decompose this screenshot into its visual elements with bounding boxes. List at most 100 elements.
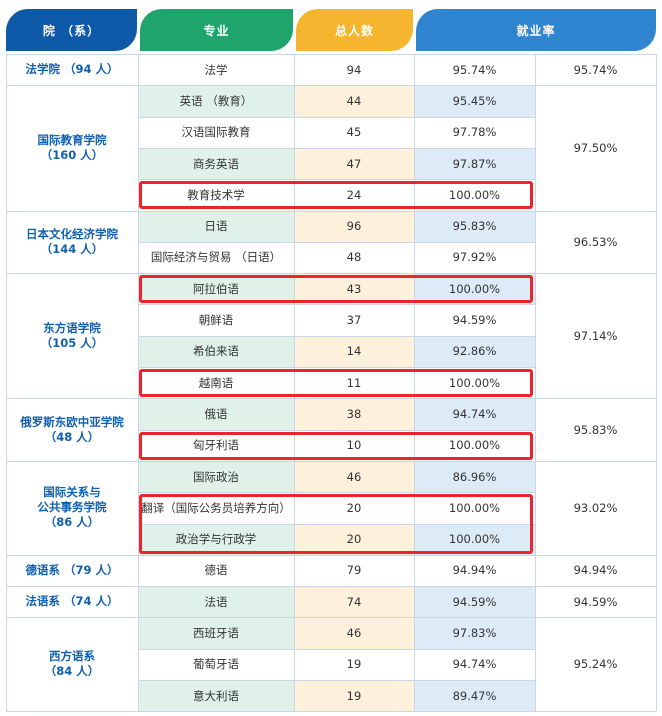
employment-rate: 100.00% <box>414 367 535 399</box>
total-count: 45 <box>294 116 414 148</box>
major-name: 俄语 <box>138 398 294 430</box>
column-divider <box>656 54 657 712</box>
total-count: 46 <box>294 617 414 649</box>
total-count: 38 <box>294 398 414 430</box>
major-name: 国际政治 <box>138 460 294 493</box>
total-count: 46 <box>294 460 414 493</box>
highlight-box <box>139 369 533 398</box>
highlight-box <box>139 181 533 210</box>
header-dept: 院 （系） <box>6 9 137 51</box>
employment-rate: 94.74% <box>414 398 535 430</box>
employment-rate: 100.00% <box>414 273 535 305</box>
dept-name: 日本文化经济学院 （144 人） <box>26 226 118 256</box>
total-count: 48 <box>294 241 414 274</box>
column-divider <box>138 54 139 712</box>
row-divider <box>138 304 535 306</box>
column-divider <box>6 54 7 712</box>
column-divider <box>294 54 295 712</box>
row-divider <box>138 648 535 650</box>
row-divider <box>138 147 535 149</box>
total-count: 20 <box>294 492 414 524</box>
employment-rate: 86.96% <box>414 460 535 493</box>
employment-rate: 100.00% <box>414 179 535 211</box>
employment-rate: 100.00% <box>414 492 535 524</box>
dept-name: 法语系 （74 人） <box>25 594 119 609</box>
total-count: 94 <box>294 54 414 86</box>
header-major: 专业 <box>140 9 293 51</box>
major-name: 匈牙利语 <box>138 429 294 461</box>
total-count: 96 <box>294 210 414 242</box>
major-name: 西班牙语 <box>138 617 294 649</box>
total-count: 20 <box>294 523 414 555</box>
employment-rate: 94.94% <box>414 554 535 587</box>
major-name: 越南语 <box>138 367 294 399</box>
group-divider <box>6 586 656 588</box>
column-divider <box>414 54 415 712</box>
employment-rate: 92.86% <box>414 335 535 367</box>
employment-rate: 94.59% <box>414 586 535 618</box>
table-bottom-line <box>6 711 656 713</box>
highlight-box <box>139 431 533 460</box>
major-name: 国际经济与贸易 （日语） <box>138 241 294 274</box>
dept-name: 俄罗斯东欧中亚学院 （48 人） <box>20 414 124 444</box>
employment-rate: 97.78% <box>414 116 535 148</box>
highlight-box <box>139 275 533 304</box>
dept-name: 国际教育学院 （160 人） <box>37 132 107 162</box>
highlight-box <box>139 494 533 554</box>
employment-rate: 89.47% <box>414 680 535 712</box>
major-name: 英语 （教育） <box>138 85 294 117</box>
header-total: 总人数 <box>296 9 413 51</box>
total-count: 11 <box>294 367 414 399</box>
row-divider <box>138 367 535 368</box>
group-divider <box>6 273 656 275</box>
overall-rate: 95.24% <box>573 657 618 672</box>
total-count: 44 <box>294 85 414 117</box>
group-divider <box>6 460 656 462</box>
total-count: 47 <box>294 147 414 180</box>
dept-name: 国际关系与 公共事务学院 （86 人） <box>37 485 107 530</box>
dept-name: 德语系 （79 人） <box>25 562 119 577</box>
row-divider <box>138 335 535 337</box>
total-count: 43 <box>294 273 414 305</box>
group-divider <box>6 617 656 619</box>
row-divider <box>138 429 535 431</box>
overall-rate: 97.14% <box>573 328 618 343</box>
overall-rate: 94.94% <box>573 563 618 578</box>
dept-name: 西方语系 （84 人） <box>44 649 100 679</box>
employment-rate: 97.92% <box>414 241 535 274</box>
employment-rate: 95.45% <box>414 85 535 117</box>
overall-rate: 95.74% <box>573 62 618 77</box>
total-count: 19 <box>294 648 414 680</box>
group-divider <box>6 398 656 400</box>
major-name: 法语 <box>138 586 294 618</box>
employment-rate: 94.59% <box>414 304 535 336</box>
overall-rate: 93.02% <box>573 500 618 515</box>
total-count: 14 <box>294 335 414 367</box>
major-name: 翻译（国际公务员培养方向） <box>138 492 294 524</box>
major-name: 阿拉伯语 <box>138 273 294 305</box>
row-divider <box>138 116 535 118</box>
major-name: 教育技术学 <box>138 179 294 211</box>
row-divider <box>138 179 535 181</box>
column-divider <box>535 54 536 712</box>
major-name: 商务英语 <box>138 147 294 180</box>
group-divider <box>6 210 656 212</box>
employment-rate: 100.00% <box>414 523 535 555</box>
major-name: 意大利语 <box>138 680 294 712</box>
major-name: 汉语国际教育 <box>138 116 294 148</box>
employment-rate: 97.87% <box>414 147 535 180</box>
major-name: 朝鲜语 <box>138 304 294 336</box>
total-count: 24 <box>294 179 414 211</box>
row-divider <box>138 492 535 494</box>
header-rate: 就业率 <box>416 9 656 51</box>
group-divider <box>6 85 656 87</box>
total-count: 10 <box>294 429 414 461</box>
major-name: 德语 <box>138 554 294 587</box>
employment-rate: 95.74% <box>414 54 535 86</box>
total-count: 79 <box>294 554 414 587</box>
overall-rate: 94.59% <box>573 594 618 609</box>
total-count: 37 <box>294 304 414 336</box>
major-name: 葡萄牙语 <box>138 648 294 680</box>
major-name: 希伯来语 <box>138 335 294 367</box>
